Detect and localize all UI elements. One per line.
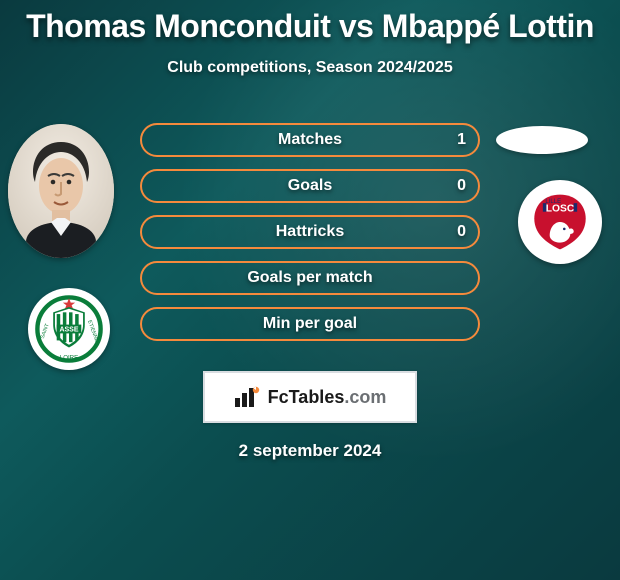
stat-row-hattricks: Hattricks 0 [140, 215, 480, 249]
player1-club-badge: ASSE LOIRE SAINT ETIENNE [28, 288, 110, 370]
subtitle: Club competitions, Season 2024/2025 [0, 59, 620, 77]
svg-text:ASSE: ASSE [59, 327, 78, 334]
date-text: 2 september 2024 [0, 441, 620, 461]
brand-domain: .com [344, 387, 386, 407]
stat-label: Min per goal [263, 315, 357, 333]
stat-value-right: 1 [457, 131, 466, 149]
page-title: Thomas Monconduit vs Mbappé Lottin [0, 0, 620, 45]
stat-row-gpm: Goals per match [140, 261, 480, 295]
svg-text:LOSC: LOSC [546, 204, 575, 215]
stat-row-goals: Goals 0 [140, 169, 480, 203]
stat-label: Goals [288, 177, 332, 195]
player1-avatar [8, 124, 114, 258]
stats-panel: Matches 1 Goals 0 Hattricks 0 Goals per … [140, 123, 480, 341]
stat-label: Goals per match [247, 269, 372, 287]
player2-club-badge: LOSC LILLE [518, 180, 602, 264]
stat-label: Hattricks [276, 223, 344, 241]
stat-row-matches: Matches 1 [140, 123, 480, 157]
brand-name: FcTables [268, 387, 345, 407]
brand-bars-icon [234, 386, 260, 408]
stat-value-right: 0 [457, 177, 466, 195]
stat-value-right: 0 [457, 223, 466, 241]
svg-text:LOIRE: LOIRE [60, 355, 78, 362]
brand-text: FcTables.com [268, 387, 387, 408]
player2-avatar-placeholder [496, 126, 588, 154]
svg-text:LILLE: LILLE [545, 199, 561, 205]
stat-label: Matches [278, 131, 342, 149]
brand-watermark: FcTables.com [203, 371, 417, 423]
stat-row-mpg: Min per goal [140, 307, 480, 341]
